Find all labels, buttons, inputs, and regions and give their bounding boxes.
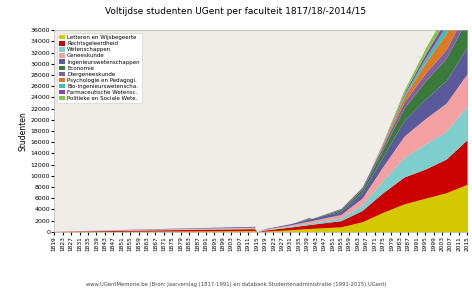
Text: Voltijdse studenten UGent per faculteit 1817/18/-2014/15: Voltijdse studenten UGent per faculteit …: [105, 7, 367, 16]
Legend: Letteren en Wijsbegeerte, Rechtsgeleerdheid, Wetenschappen, Geneeskunde, Ingenie: Letteren en Wijsbegeerte, Rechtsgeleerdh…: [57, 33, 142, 103]
Y-axis label: Studenten: Studenten: [19, 111, 28, 151]
Text: www.UGentMemorie.be (Bron: Jaarverslag (1817-1991) en databank Studentenadminist: www.UGentMemorie.be (Bron: Jaarverslag (…: [86, 282, 386, 287]
